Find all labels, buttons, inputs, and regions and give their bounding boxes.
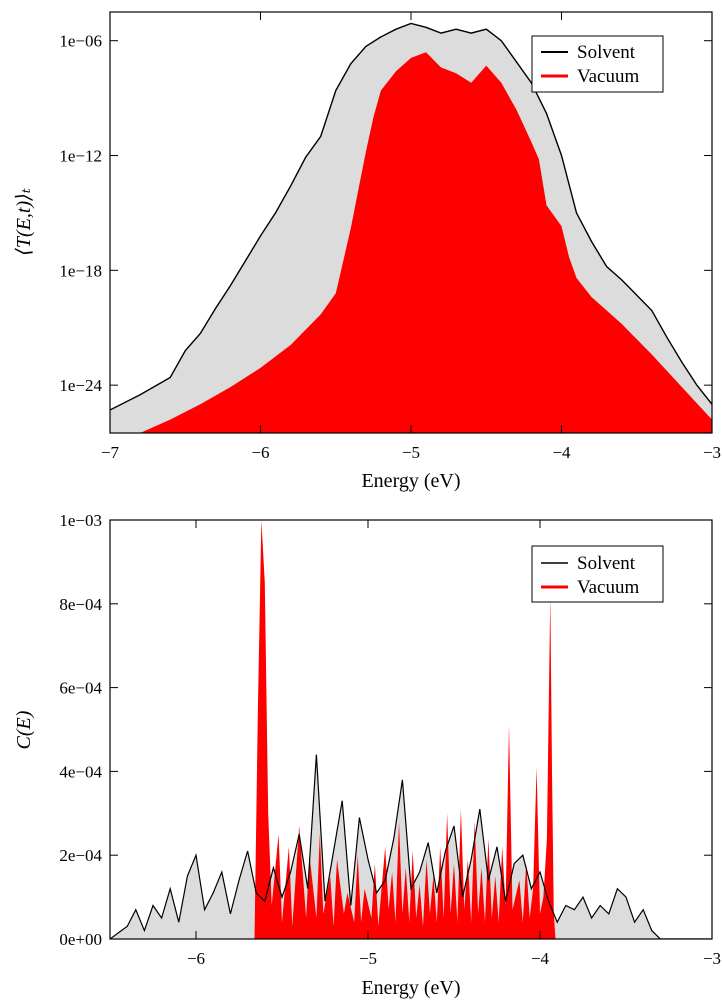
top-legend-vacuum-label: Vacuum: [577, 66, 639, 87]
top-chart: −7 −6 −5 −4 −3 1e−06 1e−12 1e−18 1e−24 Energy (…: [13, 11, 721, 492]
bottom-y-tick-label: 1e−03: [59, 511, 102, 530]
bottom-y-tick-label: 6e−04: [59, 679, 102, 698]
top-x-axis: −7 −6 −5 −4 −3: [101, 12, 721, 462]
top-x-tick-label: −5: [402, 443, 420, 462]
bottom-legend-box: [531, 545, 664, 603]
top-y-tick-label: 1e−06: [59, 32, 102, 51]
top-x-axis-title: Energy (eV): [361, 470, 460, 492]
top-x-tick-label: −4: [552, 443, 571, 462]
bottom-chart: −6 −5 −4 −3 0e+002e−044e−046e−048e−041e−03 …: [13, 511, 721, 999]
top-legend-box: [531, 35, 664, 93]
top-vacuum-area: [140, 52, 712, 433]
bottom-solvent-line: [110, 754, 712, 939]
bottom-x-tick-label: −4: [531, 949, 550, 968]
bottom-plot-frame: [109, 519, 713, 940]
top-y-tick-label: 1e−18: [59, 261, 102, 280]
bottom-y-tick-label: 4e−04: [59, 762, 102, 781]
bottom-legend: Solvent Vacuum: [531, 545, 664, 603]
bottom-x-tick-label: −6: [187, 949, 205, 968]
top-y-tick-label: 1e−12: [59, 147, 102, 166]
bottom-y-axis-title: C(E): [13, 710, 35, 749]
bottom-y-tick-label: 8e−04: [59, 595, 102, 614]
bottom-vacuum-area: [110, 520, 712, 939]
top-y-axis: 1e−06 1e−12 1e−18 1e−24: [59, 32, 712, 395]
bottom-plot-area: [110, 520, 712, 939]
top-legend-solvent-label: Solvent: [577, 42, 636, 63]
top-y-tick-label: 1e−24: [59, 376, 102, 395]
top-x-tick-label: −7: [101, 443, 120, 462]
top-x-tick-label: −3: [703, 443, 721, 462]
top-y-axis-title: ⟨T(E,t)⟩ₜ: [13, 188, 35, 256]
bottom-x-axis-title: Energy (eV): [361, 977, 460, 999]
bottom-x-axis: −6 −5 −4 −3: [187, 520, 721, 968]
bottom-y-tick-label: 0e+00: [59, 930, 102, 949]
top-plot-area: [110, 22, 712, 433]
bottom-y-axis: 0e+00 2e−04 4e−04 6e−04 8e−04 1e−03: [59, 511, 712, 949]
top-solvent-line: [110, 22, 712, 411]
top-legend: Solvent Vacuum: [531, 35, 664, 93]
bottom-x-tick-label: −3: [703, 949, 721, 968]
bottom-legend-vacuum-label: Vacuum: [577, 577, 639, 598]
bottom-x-tick-label: −5: [359, 949, 377, 968]
bottom-legend-solvent-label: Solvent: [577, 553, 636, 574]
top-x-tick-label: −6: [251, 443, 269, 462]
bottom-y-tick-label: 2e−04: [59, 846, 102, 865]
